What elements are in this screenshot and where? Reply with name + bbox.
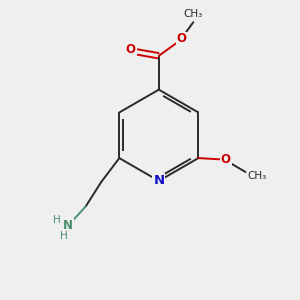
Text: O: O [221, 153, 231, 166]
Text: O: O [176, 32, 187, 46]
Text: H: H [53, 214, 61, 225]
Text: O: O [126, 44, 136, 56]
Text: CH₃: CH₃ [247, 171, 266, 182]
Text: N: N [153, 174, 164, 188]
Text: CH₃: CH₃ [184, 9, 203, 19]
Text: H: H [60, 231, 68, 242]
Text: N: N [63, 219, 73, 232]
